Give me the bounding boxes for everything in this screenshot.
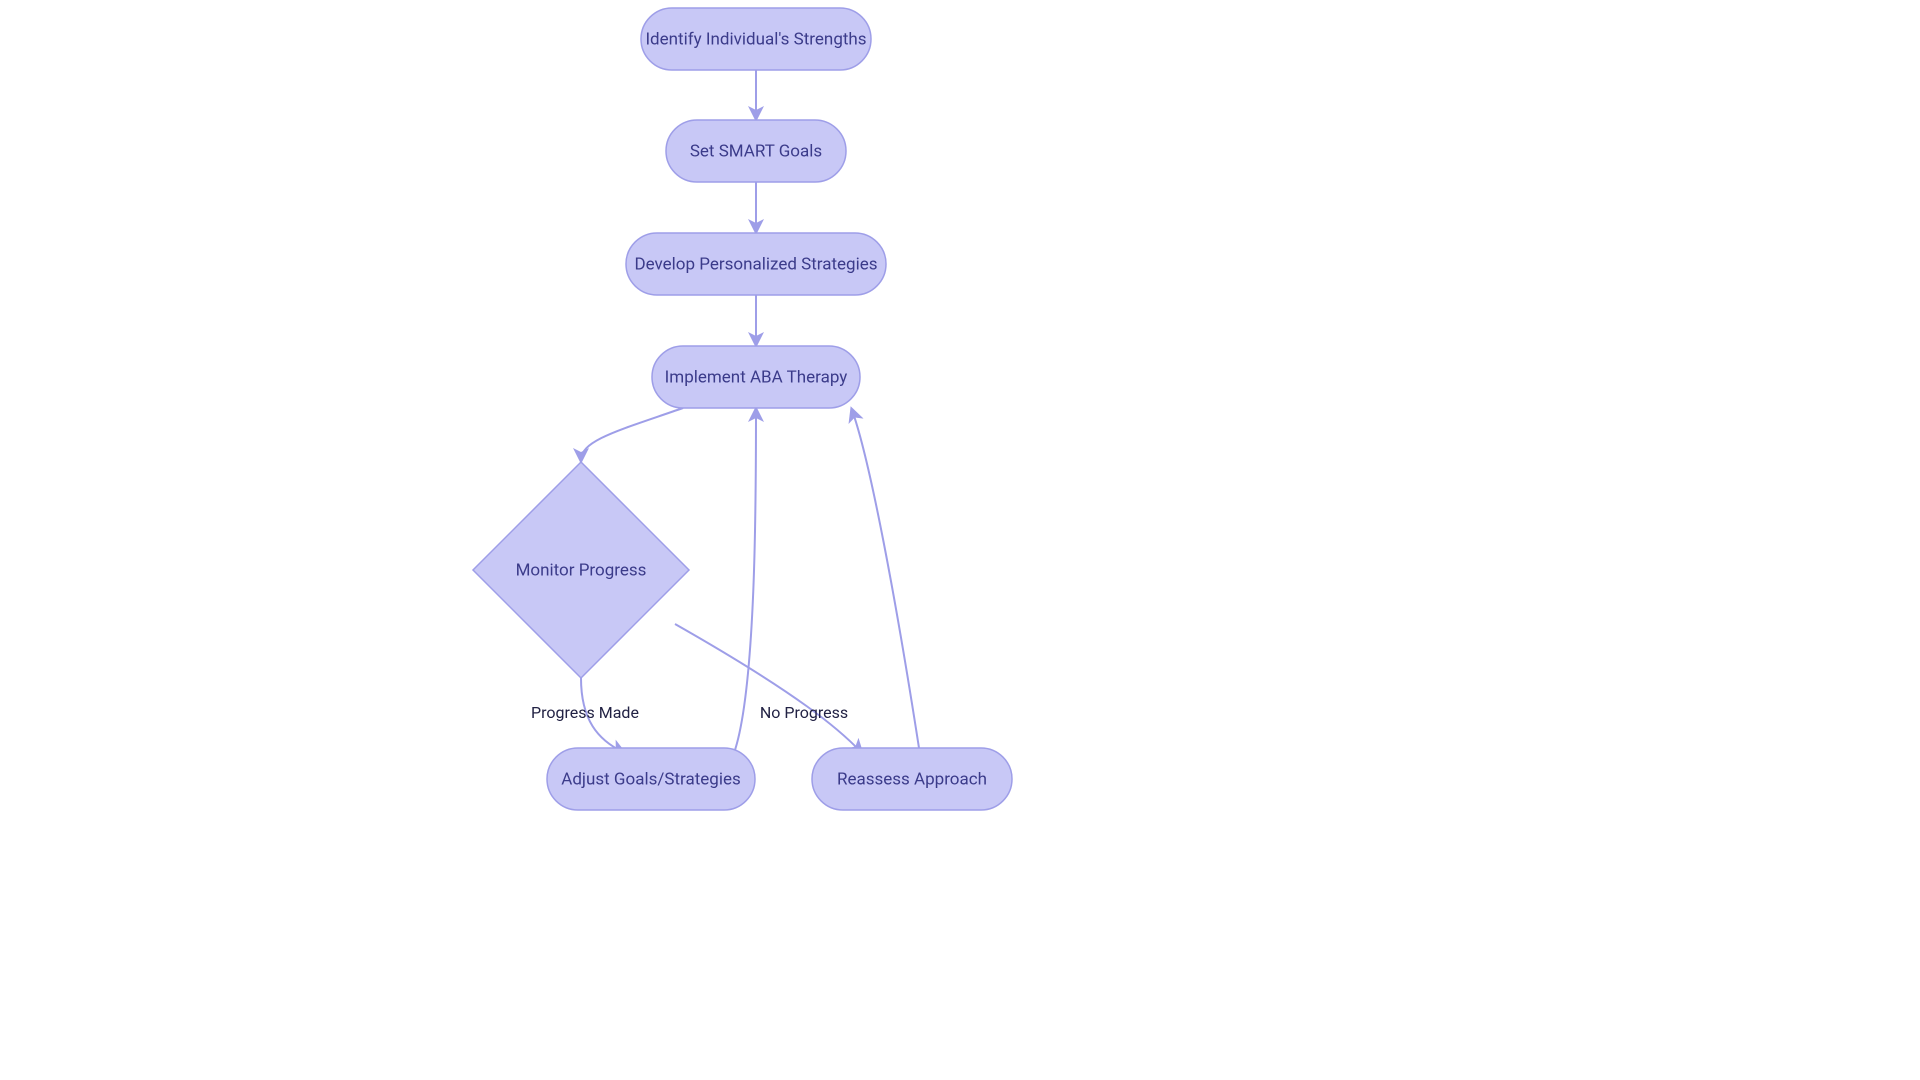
edge-n7-n4 [852, 410, 919, 748]
node-n4: Implement ABA Therapy [652, 346, 860, 408]
node-label-n4: Implement ABA Therapy [665, 367, 848, 387]
edge-label-n5-n7: No Progress [760, 703, 848, 722]
node-label-n1: Identify Individual's Strengths [645, 29, 866, 49]
node-n2: Set SMART Goals [666, 120, 846, 182]
edge-labels-layer: Progress Made No Progress [531, 703, 848, 722]
node-label-n6: Adjust Goals/Strategies [561, 769, 741, 789]
node-label-n3: Develop Personalized Strategies [634, 254, 877, 274]
edge-n6-n4 [734, 410, 756, 753]
node-n7: Reassess Approach [812, 748, 1012, 810]
edge-n5-n7 [675, 624, 861, 752]
node-n5: Monitor Progress [473, 462, 689, 678]
nodes-layer: Identify Individual's Strengths Set SMART… [473, 8, 1012, 810]
node-n1: Identify Individual's Strengths [641, 8, 871, 70]
node-label-n5: Monitor Progress [516, 560, 647, 580]
edge-label-n5-n6: Progress Made [531, 703, 639, 722]
node-n3: Develop Personalized Strategies [626, 233, 886, 295]
flowchart-canvas: Identify Individual's Strengths Set SMART… [0, 0, 1920, 1080]
node-label-n2: Set SMART Goals [690, 141, 822, 161]
node-n6: Adjust Goals/Strategies [547, 748, 755, 810]
edge-n4-n5 [581, 408, 683, 460]
node-label-n7: Reassess Approach [837, 769, 987, 789]
